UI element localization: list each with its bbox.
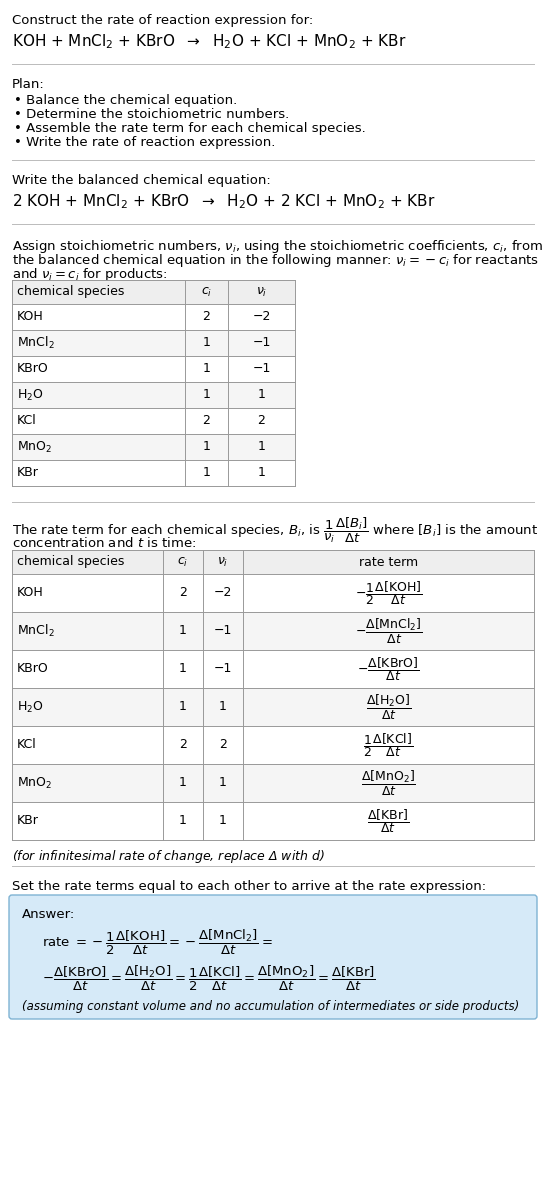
Bar — [12, 802, 534, 840]
Bar — [12, 612, 534, 650]
Text: 1: 1 — [179, 662, 187, 676]
Text: 1: 1 — [258, 389, 265, 402]
Text: $-\dfrac{\Delta[\mathrm{KBrO}]}{\Delta t}$: $-\dfrac{\Delta[\mathrm{KBrO}]}{\Delta t… — [357, 655, 420, 683]
Text: 1: 1 — [203, 362, 210, 376]
Text: Set the rate terms equal to each other to arrive at the rate expression:: Set the rate terms equal to each other t… — [12, 880, 486, 893]
Text: the balanced chemical equation in the following manner: $\nu_i = -c_i$ for react: the balanced chemical equation in the fo… — [12, 252, 539, 269]
Text: $\dfrac{1}{2}\dfrac{\Delta[\mathrm{KCl}]}{\Delta t}$: $\dfrac{1}{2}\dfrac{\Delta[\mathrm{KCl}]… — [364, 731, 414, 758]
Text: −2: −2 — [214, 587, 232, 600]
Bar — [12, 650, 534, 688]
Bar — [12, 408, 295, 434]
Bar — [12, 550, 534, 574]
Text: 1: 1 — [179, 815, 187, 828]
Text: • Write the rate of reaction expression.: • Write the rate of reaction expression. — [14, 136, 275, 149]
Bar — [12, 726, 534, 764]
Text: $-\dfrac{\Delta[\mathrm{MnCl}_2]}{\Delta t}$: $-\dfrac{\Delta[\mathrm{MnCl}_2]}{\Delta… — [355, 617, 423, 646]
Text: −2: −2 — [252, 311, 271, 324]
Text: KBrO: KBrO — [17, 662, 49, 676]
Text: $\dfrac{\Delta[\mathrm{H}_2\mathrm{O}]}{\Delta t}$: $\dfrac{\Delta[\mathrm{H}_2\mathrm{O}]}{… — [366, 692, 411, 721]
Text: 2: 2 — [179, 738, 187, 751]
Text: MnO$_2$: MnO$_2$ — [17, 439, 52, 455]
Text: The rate term for each chemical species, $B_i$, is $\dfrac{1}{\nu_i}\dfrac{\Delt: The rate term for each chemical species,… — [12, 516, 538, 545]
Text: KOH: KOH — [17, 587, 44, 600]
Text: Plan:: Plan: — [12, 78, 45, 91]
Text: −1: −1 — [252, 336, 271, 349]
Text: 2: 2 — [203, 311, 210, 324]
Text: 1: 1 — [203, 336, 210, 349]
Text: 1: 1 — [258, 467, 265, 480]
Text: MnCl$_2$: MnCl$_2$ — [17, 335, 55, 352]
Text: 1: 1 — [179, 776, 187, 790]
Text: −1: −1 — [252, 362, 271, 376]
Text: 1: 1 — [219, 701, 227, 714]
Text: $-\dfrac{\Delta[\mathrm{KBrO}]}{\Delta t} = \dfrac{\Delta[\mathrm{H}_2\mathrm{O}: $-\dfrac{\Delta[\mathrm{KBrO}]}{\Delta t… — [42, 964, 376, 994]
Text: 2: 2 — [258, 414, 265, 427]
Text: H$_2$O: H$_2$O — [17, 700, 44, 714]
Text: (for infinitesimal rate of change, replace Δ with $d$): (for infinitesimal rate of change, repla… — [12, 848, 325, 865]
Bar — [12, 688, 534, 726]
Text: $-\dfrac{1}{2}\dfrac{\Delta[\mathrm{KOH}]}{\Delta t}$: $-\dfrac{1}{2}\dfrac{\Delta[\mathrm{KOH}… — [355, 580, 423, 607]
Text: KBr: KBr — [17, 815, 39, 828]
Text: 1: 1 — [219, 776, 227, 790]
Text: rate $= -\dfrac{1}{2}\dfrac{\Delta[\mathrm{KOH}]}{\Delta t} = -\dfrac{\Delta[\ma: rate $= -\dfrac{1}{2}\dfrac{\Delta[\math… — [42, 928, 273, 958]
Text: 1: 1 — [258, 440, 265, 454]
Text: • Assemble the rate term for each chemical species.: • Assemble the rate term for each chemic… — [14, 122, 366, 134]
Text: Construct the rate of reaction expression for:: Construct the rate of reaction expressio… — [12, 14, 313, 26]
Text: rate term: rate term — [359, 556, 418, 569]
Text: concentration and $t$ is time:: concentration and $t$ is time: — [12, 536, 196, 550]
Text: 1: 1 — [179, 701, 187, 714]
Bar — [12, 382, 295, 408]
FancyBboxPatch shape — [9, 895, 537, 1019]
Text: $\nu_i$: $\nu_i$ — [217, 556, 229, 569]
Text: 2: 2 — [219, 738, 227, 751]
Text: KCl: KCl — [17, 738, 37, 751]
Bar — [12, 304, 295, 330]
Bar — [12, 574, 534, 612]
Text: $c_i$: $c_i$ — [177, 556, 188, 569]
Text: KBrO: KBrO — [17, 362, 49, 376]
Text: KOH + MnCl$_2$ + KBrO  $\rightarrow$  H$_2$O + KCl + MnO$_2$ + KBr: KOH + MnCl$_2$ + KBrO $\rightarrow$ H$_2… — [12, 32, 407, 50]
Text: $c_i$: $c_i$ — [201, 286, 212, 299]
Text: and $\nu_i = c_i$ for products:: and $\nu_i = c_i$ for products: — [12, 266, 168, 283]
Text: Write the balanced chemical equation:: Write the balanced chemical equation: — [12, 174, 271, 187]
Text: • Determine the stoichiometric numbers.: • Determine the stoichiometric numbers. — [14, 108, 289, 121]
Text: 1: 1 — [179, 624, 187, 637]
Text: MnCl$_2$: MnCl$_2$ — [17, 623, 55, 640]
Text: 2 KOH + MnCl$_2$ + KBrO  $\rightarrow$  H$_2$O + 2 KCl + MnO$_2$ + KBr: 2 KOH + MnCl$_2$ + KBrO $\rightarrow$ H$… — [12, 192, 436, 211]
Text: −1: −1 — [214, 662, 232, 676]
Text: 1: 1 — [203, 389, 210, 402]
Text: KCl: KCl — [17, 414, 37, 427]
Text: (assuming constant volume and no accumulation of intermediates or side products): (assuming constant volume and no accumul… — [22, 1000, 519, 1013]
Text: −1: −1 — [214, 624, 232, 637]
Text: 2: 2 — [203, 414, 210, 427]
Text: KBr: KBr — [17, 467, 39, 480]
Text: 2: 2 — [179, 587, 187, 600]
Text: $\dfrac{\Delta[\mathrm{KBr}]}{\Delta t}$: $\dfrac{\Delta[\mathrm{KBr}]}{\Delta t}$ — [367, 808, 410, 835]
Bar — [12, 356, 295, 382]
Bar — [12, 434, 295, 460]
Text: 1: 1 — [219, 815, 227, 828]
Text: • Balance the chemical equation.: • Balance the chemical equation. — [14, 94, 238, 107]
Text: chemical species: chemical species — [17, 556, 124, 569]
Text: chemical species: chemical species — [17, 286, 124, 299]
Text: Assign stoichiometric numbers, $\nu_i$, using the stoichiometric coefficients, $: Assign stoichiometric numbers, $\nu_i$, … — [12, 238, 543, 254]
Text: H$_2$O: H$_2$O — [17, 388, 44, 402]
Text: KOH: KOH — [17, 311, 44, 324]
Bar — [12, 330, 295, 356]
Bar — [12, 764, 534, 802]
Text: MnO$_2$: MnO$_2$ — [17, 775, 52, 791]
Text: $\dfrac{\Delta[\mathrm{MnO}_2]}{\Delta t}$: $\dfrac{\Delta[\mathrm{MnO}_2]}{\Delta t… — [361, 768, 416, 798]
Text: $\nu_i$: $\nu_i$ — [256, 286, 267, 299]
Bar — [12, 460, 295, 486]
Text: 1: 1 — [203, 440, 210, 454]
Bar — [12, 280, 295, 304]
Text: 1: 1 — [203, 467, 210, 480]
Text: Answer:: Answer: — [22, 908, 75, 922]
